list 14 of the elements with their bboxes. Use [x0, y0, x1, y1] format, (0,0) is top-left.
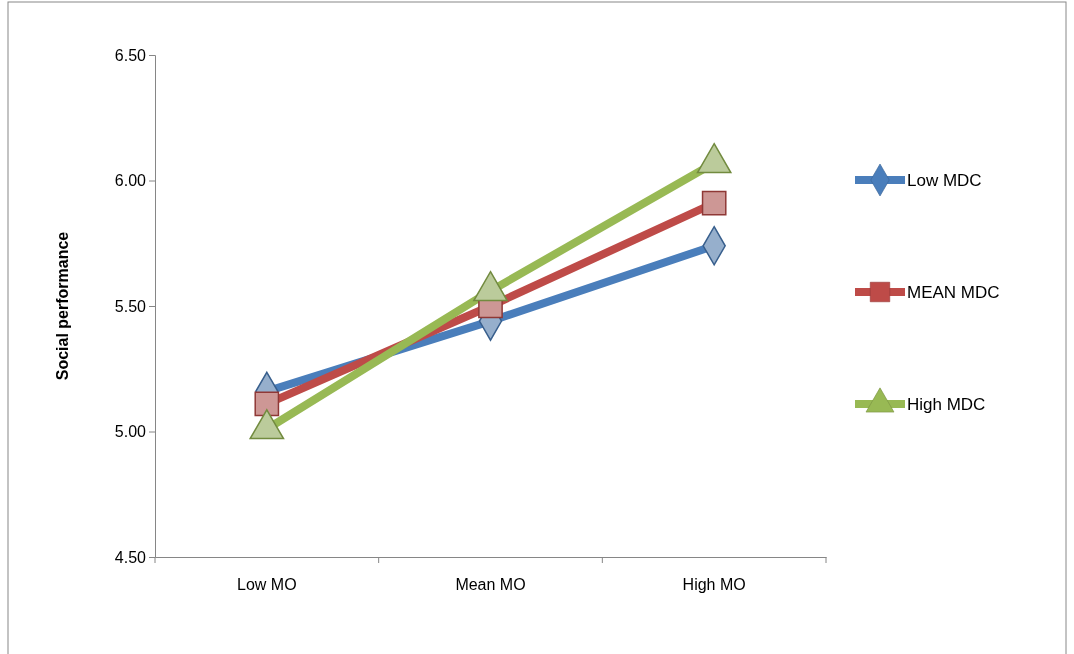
y-tick-label: 5.50	[114, 297, 147, 315]
point	[701, 190, 727, 216]
point	[254, 391, 280, 417]
legend-label: Low MDC	[907, 171, 982, 190]
legend-label: High MDC	[907, 395, 986, 414]
x-tick-label: Low MO	[237, 576, 297, 594]
y-tick-label: 5.00	[114, 423, 147, 441]
y-tick-label: 6.50	[114, 46, 147, 64]
x-tick-label: High MO	[682, 576, 746, 594]
x-tick-label: Mean MO	[455, 576, 526, 594]
y-tick-label: 4.50	[114, 548, 147, 566]
y-tick-label: 6.00	[114, 172, 147, 190]
legend-label: MEAN MDC	[907, 283, 1000, 302]
y-axis-title: Social performance	[54, 231, 71, 381]
